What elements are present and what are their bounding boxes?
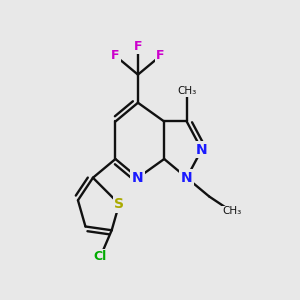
Text: F: F: [111, 50, 120, 62]
Text: CH₃: CH₃: [177, 86, 196, 97]
Text: S: S: [114, 197, 124, 211]
Text: Cl: Cl: [94, 250, 107, 263]
Text: F: F: [156, 50, 165, 62]
Text: F: F: [134, 40, 142, 53]
Text: N: N: [132, 171, 144, 185]
Text: CH₃: CH₃: [222, 206, 241, 217]
Text: N: N: [196, 142, 208, 157]
Text: N: N: [181, 171, 193, 185]
